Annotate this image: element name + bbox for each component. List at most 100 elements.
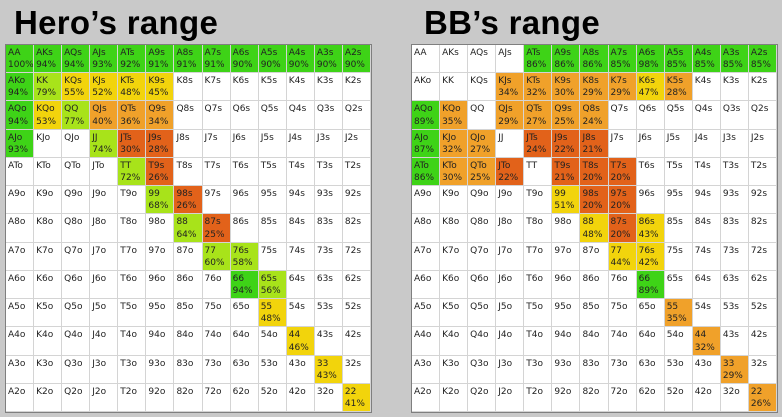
hand-cell-t7o[interactable]: T7o: [118, 242, 147, 271]
hand-cell-93s[interactable]: 93s: [314, 186, 343, 215]
hand-cell-ato[interactable]: ATo: [6, 157, 35, 187]
hand-cell-a4o[interactable]: A4o: [6, 327, 35, 356]
hand-cell-33[interactable]: 33 43%: [314, 355, 343, 384]
hand-cell-q6o[interactable]: Q6o: [62, 270, 91, 300]
hand-cell-72o[interactable]: 72o: [202, 383, 231, 412]
hand-cell-k4o[interactable]: K4o: [440, 327, 469, 356]
hand-cell-72s[interactable]: 72s: [748, 242, 777, 271]
hand-cell-q3o[interactable]: Q3o: [62, 355, 91, 384]
hand-cell-44[interactable]: 44 32%: [692, 327, 721, 356]
hand-cell-j9o[interactable]: J9o: [496, 186, 525, 215]
hand-cell-84s[interactable]: 84s: [692, 214, 721, 243]
hand-cell-a9o[interactable]: A9o: [6, 186, 35, 215]
hand-cell-kjo[interactable]: KJo: [34, 129, 63, 158]
hand-cell-96s[interactable]: 96s: [636, 186, 665, 215]
hand-cell-t5o[interactable]: T5o: [118, 299, 147, 328]
hand-cell-t9o[interactable]: T9o: [118, 186, 147, 215]
hand-cell-33[interactable]: 33 29%: [720, 355, 749, 384]
hand-cell-t4s[interactable]: T4s: [692, 157, 721, 187]
hand-cell-86s[interactable]: 86s: [230, 214, 259, 243]
hand-cell-73o[interactable]: 73o: [202, 355, 231, 384]
hand-cell-77[interactable]: 77 44%: [608, 242, 637, 271]
hand-cell-65s[interactable]: 65s: [664, 270, 693, 300]
hand-cell-j4o[interactable]: J4o: [90, 327, 119, 356]
hand-cell-t9o[interactable]: T9o: [524, 186, 553, 215]
hand-cell-98o[interactable]: 98o: [552, 214, 581, 243]
hand-cell-65o[interactable]: 65o: [230, 299, 259, 328]
hand-cell-77[interactable]: 77 60%: [202, 242, 231, 271]
hand-cell-a2o[interactable]: A2o: [412, 383, 441, 412]
hand-cell-q3s[interactable]: Q3s: [720, 101, 749, 130]
hand-cell-kqs[interactable]: KQs 55%: [62, 73, 91, 102]
hand-cell-83s[interactable]: 83s: [720, 214, 749, 243]
hand-cell-qto[interactable]: QTo: [62, 157, 91, 187]
hand-cell-94s[interactable]: 94s: [286, 186, 315, 215]
hand-cell-95s[interactable]: 95s: [258, 186, 287, 215]
hand-cell-ato[interactable]: ATo 86%: [412, 157, 441, 187]
hand-cell-42s[interactable]: 42s: [342, 327, 371, 356]
hand-cell-kts[interactable]: KTs 48%: [118, 73, 147, 102]
hand-cell-75o[interactable]: 75o: [608, 299, 637, 328]
hand-cell-86s[interactable]: 86s 43%: [636, 214, 665, 243]
hand-cell-j6s[interactable]: J6s: [636, 129, 665, 158]
hand-cell-a6o[interactable]: A6o: [6, 270, 35, 300]
hand-cell-t6o[interactable]: T6o: [118, 270, 147, 300]
hand-cell-kjo[interactable]: KJo 32%: [440, 129, 469, 158]
hand-cell-q7o[interactable]: Q7o: [468, 242, 497, 271]
hand-cell-65o[interactable]: 65o: [636, 299, 665, 328]
hand-cell-73o[interactable]: 73o: [608, 355, 637, 384]
hand-cell-62s[interactable]: 62s: [342, 270, 371, 300]
hand-cell-65s[interactable]: 65s 56%: [258, 270, 287, 300]
hand-cell-87s[interactable]: 87s 25%: [202, 214, 231, 243]
hand-cell-94o[interactable]: 94o: [552, 327, 581, 356]
hand-cell-76o[interactable]: 76o: [608, 270, 637, 300]
hand-cell-97s[interactable]: 97s 20%: [608, 186, 637, 215]
hand-cell-qts[interactable]: QTs 36%: [118, 101, 147, 130]
hand-cell-22[interactable]: 22 41%: [342, 383, 371, 412]
hand-cell-q4s[interactable]: Q4s: [286, 101, 315, 130]
hand-cell-kts[interactable]: KTs 32%: [524, 73, 553, 102]
hand-cell-42o[interactable]: 42o: [692, 383, 721, 412]
hand-cell-32o[interactable]: 32o: [314, 383, 343, 412]
hand-cell-j2o[interactable]: J2o: [496, 383, 525, 412]
hand-cell-95o[interactable]: 95o: [552, 299, 581, 328]
hand-cell-k6o[interactable]: K6o: [34, 270, 63, 300]
hand-cell-q4o[interactable]: Q4o: [468, 327, 497, 356]
hand-cell-84o[interactable]: 84o: [174, 327, 203, 356]
hand-cell-qq[interactable]: QQ: [468, 101, 497, 130]
hand-cell-ako[interactable]: AKo 94%: [6, 73, 35, 102]
hand-cell-22[interactable]: 22 26%: [748, 383, 777, 412]
hand-cell-q3o[interactable]: Q3o: [468, 355, 497, 384]
hand-cell-k2s[interactable]: K2s: [342, 73, 371, 102]
hand-cell-85s[interactable]: 85s: [664, 214, 693, 243]
hand-cell-t9s[interactable]: T9s 21%: [552, 157, 581, 187]
hand-cell-a3o[interactable]: A3o: [6, 355, 35, 384]
hand-cell-99[interactable]: 99 51%: [552, 186, 581, 215]
hand-cell-44[interactable]: 44 46%: [286, 327, 315, 356]
hand-cell-t3s[interactable]: T3s: [720, 157, 749, 187]
hand-cell-j9o[interactable]: J9o: [90, 186, 119, 215]
hand-cell-j3o[interactable]: J3o: [90, 355, 119, 384]
hand-cell-jto[interactable]: JTo 22%: [496, 157, 525, 187]
hand-cell-j3o[interactable]: J3o: [496, 355, 525, 384]
hand-cell-q6s[interactable]: Q6s: [230, 101, 259, 130]
hand-cell-k4s[interactable]: K4s: [286, 73, 315, 102]
hand-cell-53o[interactable]: 53o: [258, 355, 287, 384]
hand-cell-q9s[interactable]: Q9s 34%: [146, 101, 175, 130]
hand-cell-k9s[interactable]: K9s 45%: [146, 73, 175, 102]
hand-cell-kqo[interactable]: KQo 35%: [440, 101, 469, 130]
hand-cell-k6s[interactable]: K6s: [230, 73, 259, 102]
hand-cell-74o[interactable]: 74o: [202, 327, 231, 356]
hand-cell-t8s[interactable]: T8s: [174, 157, 203, 187]
hand-cell-43o[interactable]: 43o: [286, 355, 315, 384]
hand-cell-k3s[interactable]: K3s: [720, 73, 749, 102]
hand-cell-k5o[interactable]: K5o: [440, 299, 469, 328]
hand-cell-a4s[interactable]: A4s 90%: [286, 45, 315, 74]
hand-cell-98s[interactable]: 98s 20%: [580, 186, 609, 215]
hand-cell-a5s[interactable]: A5s 90%: [258, 45, 287, 74]
hand-cell-92s[interactable]: 92s: [748, 186, 777, 215]
hand-cell-aa[interactable]: AA: [412, 45, 441, 74]
hand-cell-k4o[interactable]: K4o: [34, 327, 63, 356]
hand-cell-92s[interactable]: 92s: [342, 186, 371, 215]
hand-cell-a2s[interactable]: A2s 90%: [342, 45, 371, 74]
